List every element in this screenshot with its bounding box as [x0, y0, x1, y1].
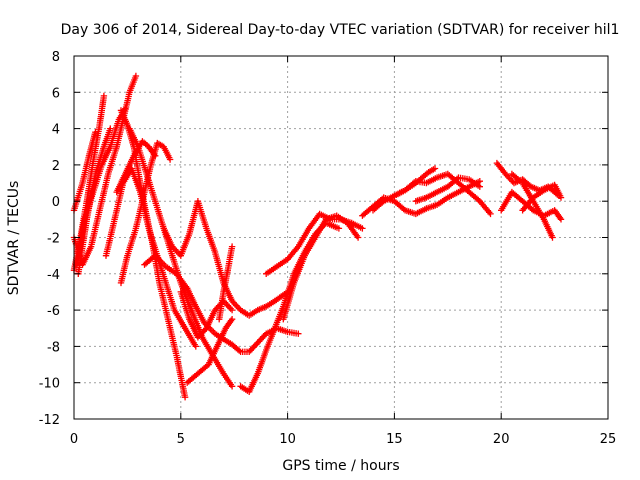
plus-markers — [216, 243, 236, 323]
y-tick-label: -8 — [47, 340, 60, 355]
y-tick-label: -2 — [47, 232, 60, 247]
series-track-22 — [412, 174, 483, 205]
series-track-21 — [391, 170, 494, 218]
series-track-15 — [216, 243, 236, 323]
y-axis-label: SDTVAR / TECUs — [6, 181, 22, 296]
series-track-12 — [177, 288, 236, 341]
series-track-26 — [519, 181, 565, 214]
y-tick-label: 0 — [52, 195, 60, 210]
plus-markers — [519, 181, 565, 214]
y-tick-label: 6 — [52, 86, 60, 101]
x-tick-label: 15 — [386, 432, 403, 447]
y-tick-label: 2 — [52, 159, 60, 174]
y-tick-label: -12 — [39, 413, 60, 428]
y-tick-labels: -12 -10 -8 -6 -4 -2 0 2 4 6 8 — [39, 50, 60, 428]
x-tick-label: 0 — [70, 432, 78, 447]
y-tick-label: -6 — [47, 304, 60, 319]
y-tick-label: -10 — [39, 377, 60, 392]
plus-markers — [412, 174, 483, 205]
axis-ticks — [73, 55, 609, 420]
x-axis-label: GPS time / hours — [282, 458, 399, 474]
series-track-10 — [113, 138, 159, 196]
y-tick-label: 4 — [52, 123, 60, 138]
y-tick-label: 8 — [52, 50, 60, 65]
chart-title: Day 306 of 2014, Sidereal Day-to-day VTE… — [61, 22, 620, 38]
x-tick-label: 5 — [177, 432, 185, 447]
plus-markers — [263, 210, 366, 277]
x-tick-labels: 0 5 10 15 20 25 — [70, 432, 616, 447]
plus-markers — [184, 316, 236, 386]
x-tick-label: 10 — [279, 432, 296, 447]
plus-markers — [280, 212, 362, 323]
plus-markers — [177, 288, 236, 341]
series-track-18 — [280, 212, 362, 323]
data-points — [70, 72, 565, 401]
x-tick-label: 20 — [493, 432, 510, 447]
x-tick-label: 25 — [600, 432, 617, 447]
plus-markers — [113, 138, 159, 196]
plus-markers — [391, 170, 494, 218]
series-track-13 — [184, 316, 236, 386]
y-tick-label: -4 — [47, 268, 60, 283]
grid — [74, 56, 608, 419]
series-track-17 — [263, 210, 366, 277]
